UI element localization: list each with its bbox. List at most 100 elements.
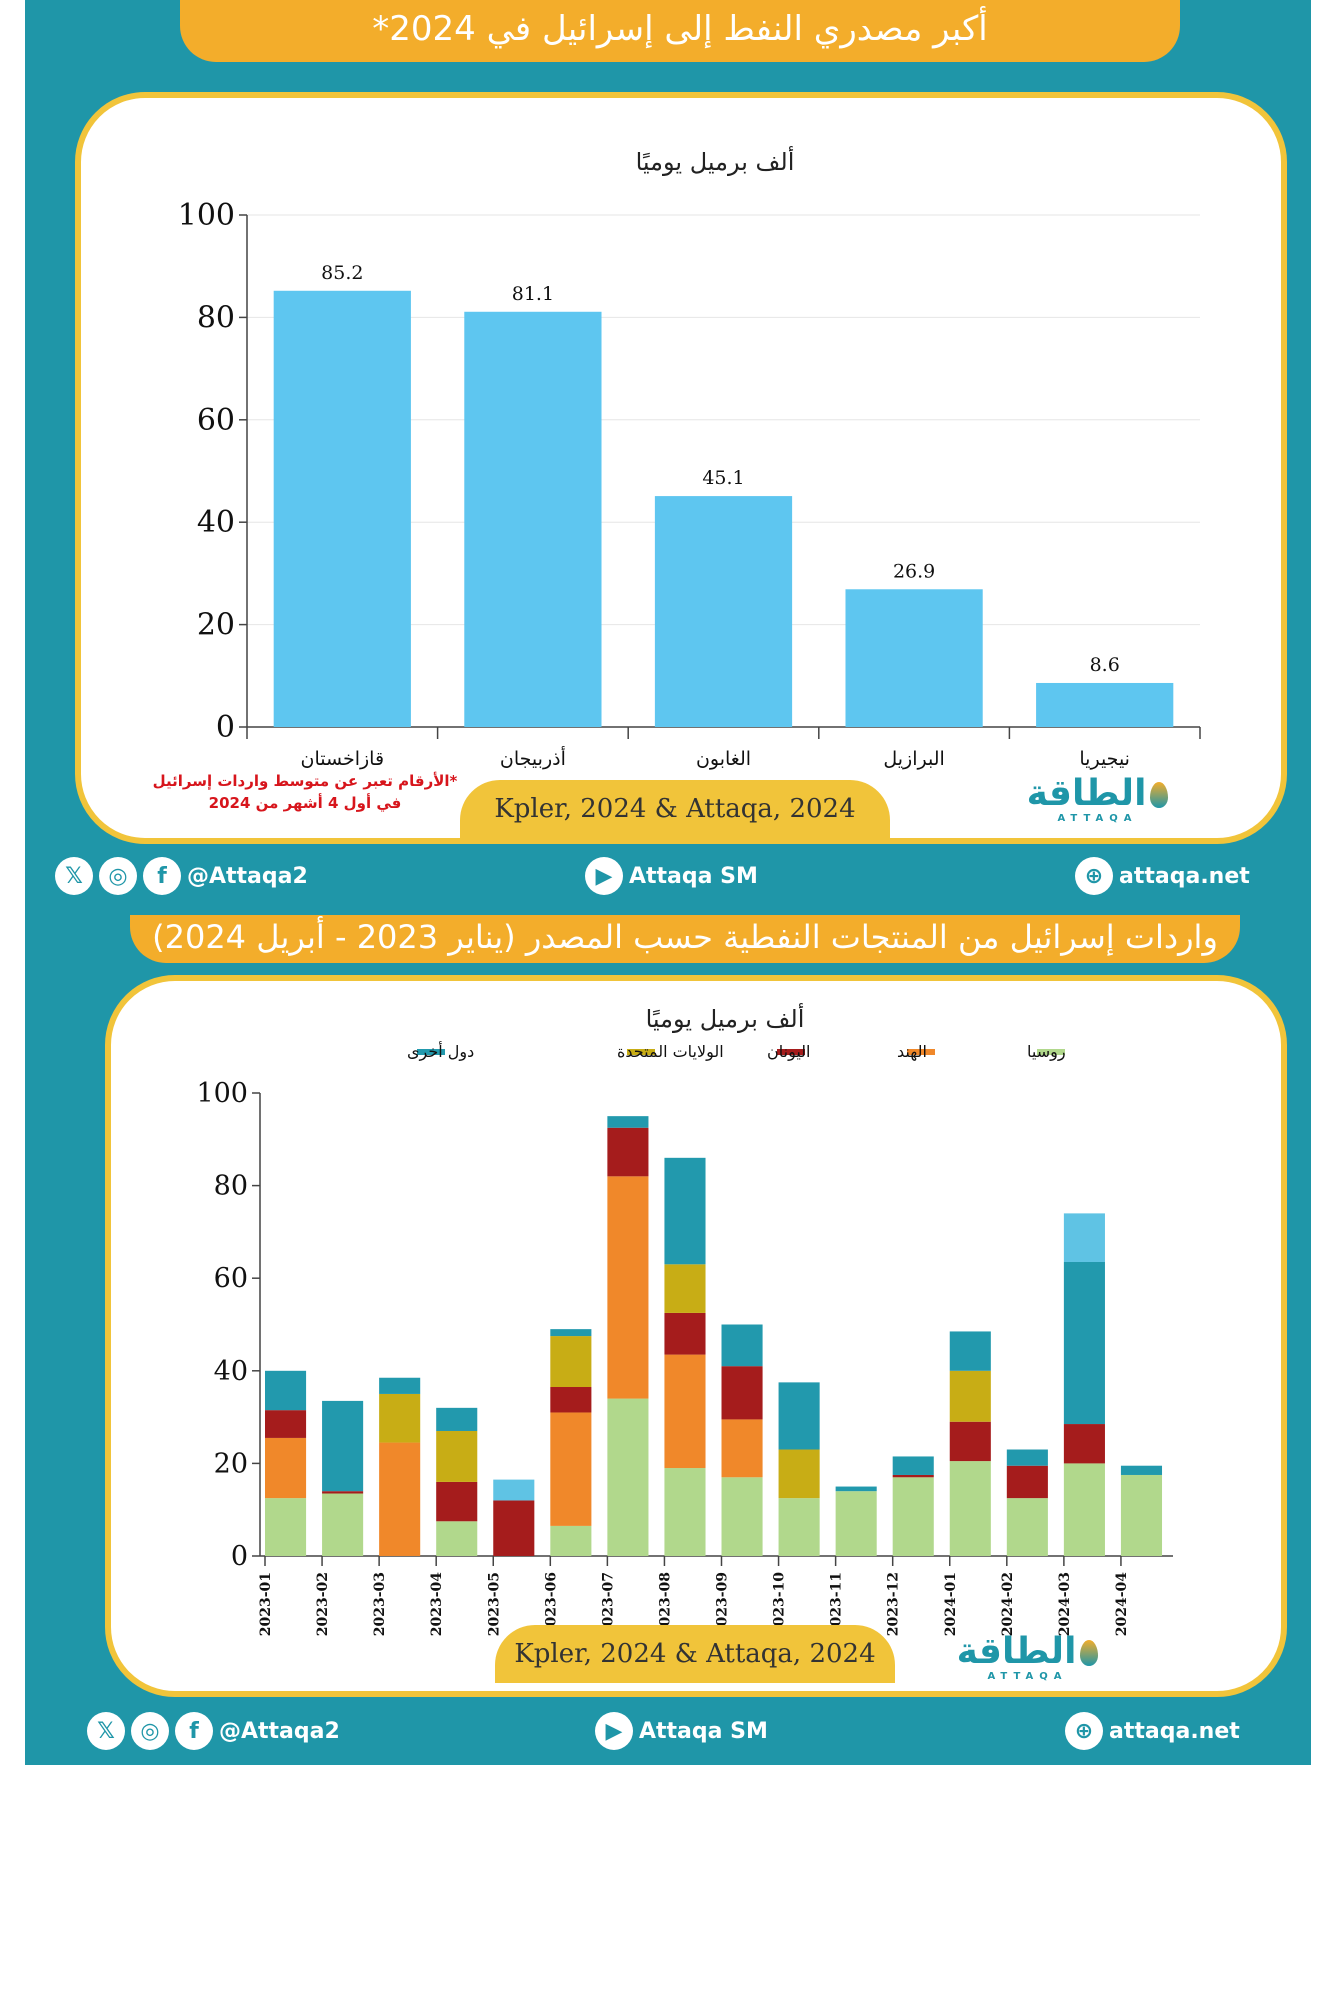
panel1-footnote-line2: في أول 4 أشهر من 2024 [208,794,402,812]
chart2-bar-segment [949,1331,991,1371]
chart2-bar-segment [322,1400,364,1492]
social-links: 𝕏 ◎ f @Attaqa2 [55,846,308,906]
logo-arabic: الطاقة [956,1631,1077,1672]
facebook-icon[interactable]: f [175,1712,213,1750]
panel2-footer: 𝕏 ◎ f @Attaqa2 ▶ Attaqa SM ⊕ attaqa.net [25,1701,1311,1761]
facebook-icon[interactable]: f [143,857,181,895]
chart2-bar-segment [436,1481,478,1522]
chart2-bar-segment [949,1370,991,1422]
instagram-icon[interactable]: ◎ [99,857,137,895]
chart2-bar-segment [949,1421,991,1462]
chart2-bar-segment [550,1412,592,1526]
chart2-bar-segment [379,1393,421,1443]
panel1-footer: 𝕏 ◎ f @Attaqa2 ▶ Attaqa SM ⊕ attaqa.net [25,846,1311,906]
chart2-category-label: 2023-08 [657,1572,673,1636]
chart2-legend-label: روسيا [1027,1042,1066,1062]
x-icon[interactable]: 𝕏 [87,1712,125,1750]
chart1-data-label: 45.1 [702,467,744,489]
chart2-bar-segment [322,1493,364,1556]
chart2-bar-segment [607,1127,649,1177]
drop-logo-icon [1080,1640,1099,1666]
youtube-icon: ▶ [585,857,623,895]
bar-chart-top: ألف برميل يوميًا 0 20 40 60 80 100 85.2 قازاخستا… [178,146,1201,770]
panel2-logo: الطاقة ATTAQA [940,1633,1115,1682]
chart2-bar-segment [550,1387,592,1413]
chart1-category-label: أذربيجان [500,746,566,770]
chart2-legend-label: دول أخرى [407,1041,474,1062]
panel1-title: أكبر مصدري النفط إلى إسرائيل في 2024* [180,0,1180,62]
chart2-bar-segment [493,1500,535,1556]
chart2-legend-label: اليونان [767,1042,811,1062]
chart2-category-label: 2023-10 [772,1572,788,1637]
social-handle[interactable]: @Attaqa2 [187,863,308,889]
chart2-y-tick-label: 40 [214,1356,248,1387]
chart2-bar-segment [949,1461,991,1556]
x-icon[interactable]: 𝕏 [55,857,93,895]
chart2-bar-segment [721,1324,763,1367]
social-handle[interactable]: @Attaqa2 [219,1718,340,1744]
globe-icon: ⊕ [1075,857,1113,895]
chart2-bar-segment [265,1370,307,1411]
chart2-legend-swatch [907,1049,935,1055]
chart1-title: ألف برميل يوميًا [636,146,795,176]
youtube-icon: ▶ [595,1712,633,1750]
chart1-data-label: 26.9 [893,560,935,582]
logo-latin: ATTAQA [987,1671,1068,1682]
chart2-bar-segment [664,1264,706,1313]
chart1-bar [273,290,411,727]
globe-icon: ⊕ [1065,1712,1103,1750]
chart2-bar-segment [379,1377,421,1394]
chart2-bar-segment [493,1479,535,1501]
website-label: attaqa.net [1119,863,1250,889]
chart2-category-label: 2023-09 [715,1572,731,1636]
chart2-bar-segment [892,1474,934,1478]
chart2-title: ألف برميل يوميًا [646,1003,805,1033]
chart2-bar-segment [379,1442,421,1556]
chart2-legend-swatch [1037,1049,1065,1055]
chart2-category-label: 2023-05 [486,1572,502,1636]
chart1-bar [1036,682,1174,727]
chart2-category-label: 2023-06 [543,1572,559,1636]
chart1-category-label: البرازيل [883,748,944,770]
chart2-bar-segment [721,1477,763,1556]
chart2-bar-segment [550,1525,592,1556]
chart2-bar-segment [1006,1498,1048,1556]
panel1-logo: الطاقة ATTAQA [1010,775,1185,824]
chart2-category-label: 2023-02 [315,1572,331,1636]
chart2-bar-segment [778,1382,820,1450]
website-link[interactable]: ⊕ attaqa.net [1065,1701,1240,1761]
chart2-category-label: 2024-04 [1114,1572,1130,1637]
chart2-category-label: 2023-04 [429,1572,445,1637]
chart1-y-tick-label: 100 [178,198,235,233]
drop-logo-icon [1150,782,1169,808]
youtube-link[interactable]: ▶ Attaqa SM [585,846,758,906]
chart2-bar-segment [664,1354,706,1469]
panel1-source: Kpler, 2024 & Attaqa, 2024 [460,780,890,838]
chart2-y-tick-label: 100 [196,1078,248,1109]
chart2-category-label: 2023-07 [600,1572,616,1636]
panel-top-chart: أكبر مصدري النفط إلى إسرائيل في 2024* أل… [25,0,1311,915]
chart2-bar-segment [1120,1474,1163,1556]
youtube-label: Attaqa SM [639,1718,768,1744]
chart2-bar-segment [550,1329,592,1337]
chart2-bar-segment [607,1398,649,1556]
chart2-legend-swatch [627,1049,655,1055]
panel1-footnote-line1: *الأرقام تعبر عن متوسط واردات إسرائيل [152,772,458,790]
chart2-bar-segment [778,1498,820,1556]
chart2-bar-segment [1006,1449,1048,1466]
chart1-bar [654,496,793,727]
chart2-legend-label: الولايات المتحدة [617,1042,724,1062]
chart1-y-tick-label: 80 [197,300,235,335]
website-link[interactable]: ⊕ attaqa.net [1075,846,1250,906]
chart2-bar-segment [1120,1465,1163,1475]
panel-bottom-chart: واردات إسرائيل من المنتجات النفطية حسب ا… [25,915,1311,1765]
chart1-category-label: الغابون [696,748,751,770]
youtube-link[interactable]: ▶ Attaqa SM [595,1701,768,1761]
chart2-category-label: 2023-03 [372,1572,388,1636]
chart2-category-label: 2024-03 [1057,1572,1073,1636]
chart2-bar-segment [664,1312,706,1355]
chart2-bar-segment [265,1498,307,1556]
chart2-bar-segment [265,1410,307,1438]
instagram-icon[interactable]: ◎ [131,1712,169,1750]
chart2-bar-segment [1006,1465,1048,1499]
